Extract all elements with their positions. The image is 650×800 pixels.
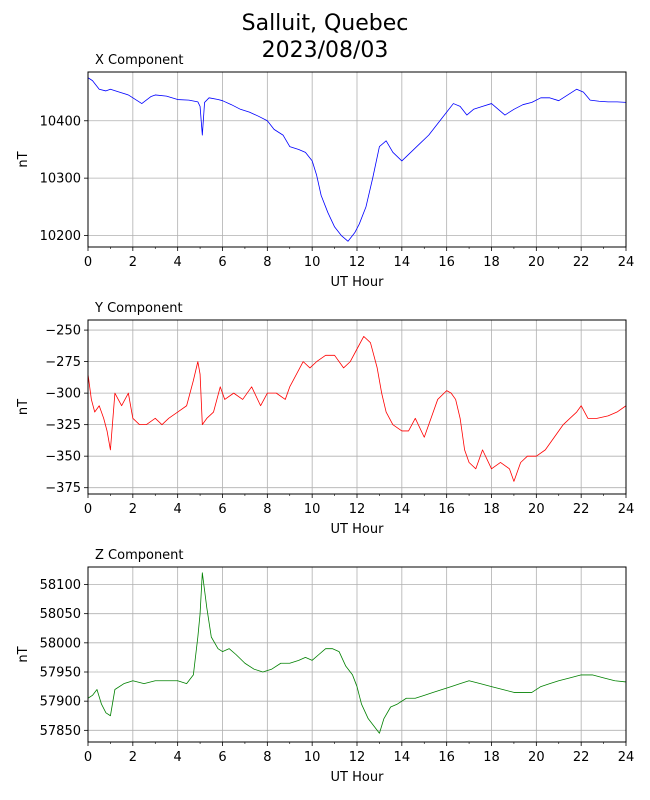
panel3-x-tick-label: 14 [394, 750, 411, 765]
panel1-x-tick-label: 16 [438, 255, 455, 270]
panel3-series-line [87, 572, 627, 734]
panel3-x-tick-label: 0 [84, 750, 92, 765]
panel3-x-tick-label: 20 [528, 750, 545, 765]
panel2-x-tick-label: 22 [573, 502, 590, 517]
panel1-series-line [87, 77, 627, 242]
panel2-x-tick-label: 4 [174, 502, 182, 517]
panel2-x-tick-label: 18 [483, 502, 500, 517]
panel3-x-tick-label: 12 [349, 750, 366, 765]
panel2-x-tick-label: 2 [129, 502, 137, 517]
panel1-y-tick-label: 10200 [40, 229, 81, 244]
panel3-y-axis-label: nT [16, 646, 31, 662]
panel2-series-line [87, 335, 627, 482]
panel3-y-tick-label: 57850 [40, 724, 81, 739]
panel2-x-tick-label: 20 [528, 502, 545, 517]
panel1-y-tick-label: 10300 [40, 172, 81, 187]
panel3-x-tick-label: 6 [218, 750, 226, 765]
panel3-x-tick-label: 2 [129, 750, 137, 765]
panel1-y-tick-label: 10400 [40, 114, 81, 129]
panel1-x-tick-label: 20 [528, 255, 545, 270]
panel2-x-tick-label: 12 [349, 502, 366, 517]
panel2-x-tick-label: 16 [438, 502, 455, 517]
figure-title-line1: Salluit, Quebec [241, 11, 409, 36]
panel2-y-axis-label: nT [16, 399, 31, 415]
panel3-y-tick-label: 58100 [40, 578, 81, 593]
panel1-x-tick-label: 6 [218, 255, 226, 270]
panel2-x-tick-label: 14 [394, 502, 411, 517]
panel2-y-tick-label: −325 [45, 418, 81, 433]
panel3-chart: 0 2 4 6 8 10 12 14 16 18 20 22 245785057900579505800… [16, 548, 634, 785]
panel1-x-tick-label: 24 [618, 255, 635, 270]
panel2-y-tick-label: −375 [45, 481, 81, 496]
panel1-x-tick-label: 8 [263, 255, 271, 270]
panel3-y-tick-label: 57900 [40, 695, 81, 710]
panel3-x-tick-label: 8 [263, 750, 271, 765]
panel2-x-tick-label: 6 [218, 502, 226, 517]
panel3-y-tick-label: 58000 [40, 636, 81, 651]
panel3-x-tick-label: 4 [174, 750, 182, 765]
figure-title: Salluit, Quebec 2023/08/03 [0, 10, 650, 64]
panel1-x-tick-label: 18 [483, 255, 500, 270]
panel2-y-tick-label: −275 [45, 355, 81, 370]
panel3-title: Z Component [95, 548, 184, 563]
panel3-y-tick-label: 58050 [40, 607, 81, 622]
panel2-x-tick-label: 24 [618, 502, 635, 517]
panel1-x-tick-label: 10 [304, 255, 321, 270]
panel1-x-tick-label: 14 [394, 255, 411, 270]
panel1-x-tick-label: 0 [84, 255, 92, 270]
panel2-chart: 0 2 4 6 8 10 12 14 16 18 20 22 24−375−350−325−300−27… [16, 301, 634, 537]
panel2-y-tick-label: −250 [45, 324, 81, 339]
panel3-x-tick-label: 22 [573, 750, 590, 765]
panel3-x-tick-label: 24 [618, 750, 635, 765]
panel2-title: Y Component [94, 301, 183, 316]
panel1-title: X Component [95, 53, 184, 68]
panel1-x-tick-label: 22 [573, 255, 590, 270]
panel2-x-tick-label: 10 [304, 502, 321, 517]
panel3-y-tick-label: 57950 [40, 666, 81, 681]
panel2-y-tick-label: −300 [45, 387, 81, 402]
panel1-x-tick-label: 2 [129, 255, 137, 270]
panel3-x-tick-label: 18 [483, 750, 500, 765]
panel3-x-axis-label: UT Hour [331, 770, 385, 785]
panel3-x-tick-label: 10 [304, 750, 321, 765]
panel2-x-tick-label: 0 [84, 502, 92, 517]
figure-title-line2: 2023/08/03 [261, 38, 389, 63]
panel3-x-tick-label: 16 [438, 750, 455, 765]
panel1-y-axis-label: nT [16, 151, 31, 167]
panel2-x-axis-label: UT Hour [331, 522, 385, 537]
panel1-x-tick-label: 4 [174, 255, 182, 270]
panel2-y-tick-label: −350 [45, 450, 81, 465]
panel2-x-tick-label: 8 [263, 502, 271, 517]
panel1-x-axis-label: UT Hour [331, 275, 385, 290]
panel1-x-tick-label: 12 [349, 255, 366, 270]
